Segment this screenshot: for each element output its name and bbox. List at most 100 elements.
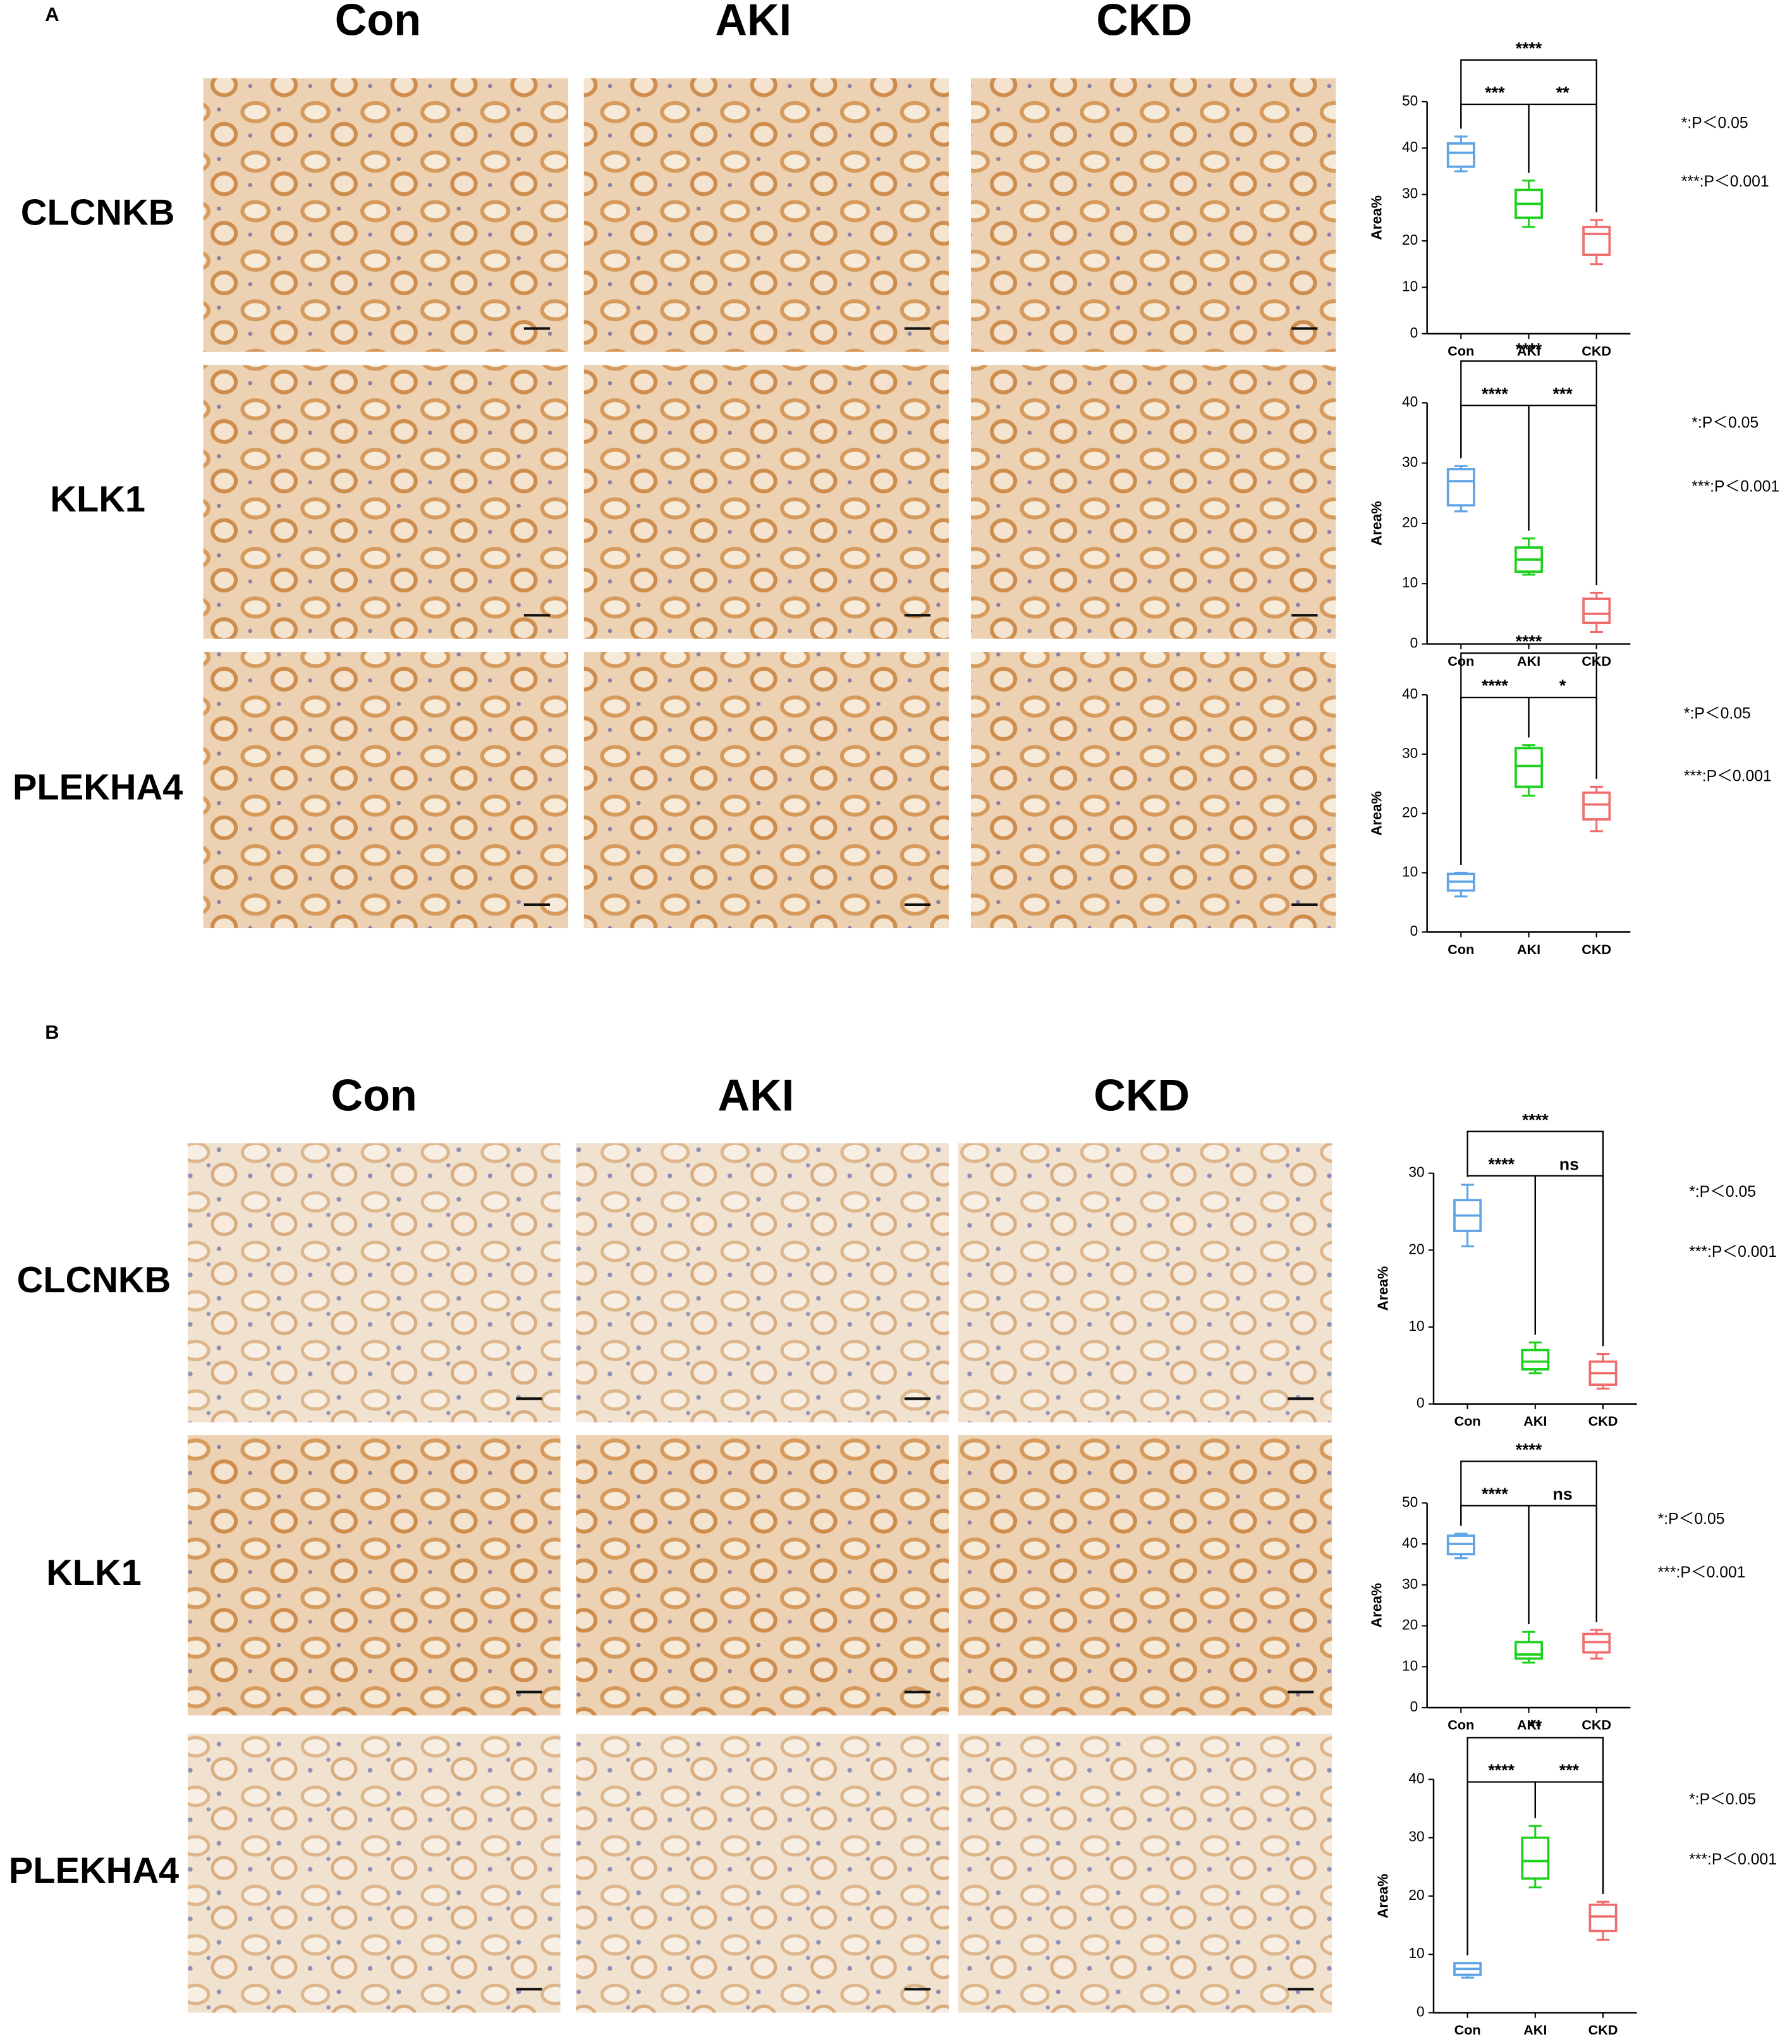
- micrograph: [187, 1435, 561, 1716]
- y-axis-label: Area%: [1368, 791, 1384, 836]
- y-tick-label: 20: [1402, 231, 1418, 248]
- p-value-note: *:P＜0.05: [1658, 1511, 1725, 1528]
- micrograph: [971, 651, 1336, 929]
- micrograph: [203, 365, 568, 639]
- x-tick-label: AKI: [1517, 653, 1540, 669]
- p-value-note: ***:P＜0.001: [1689, 1244, 1777, 1261]
- micrograph: [576, 1435, 949, 1716]
- column-header: Con: [331, 1071, 417, 1120]
- x-tick-label: Con: [1448, 941, 1474, 957]
- y-tick-label: 20: [1402, 804, 1418, 821]
- y-tick-label: 40: [1402, 138, 1418, 155]
- significance-bracket: [1528, 103, 1597, 212]
- p-value-note: *:P＜0.05: [1684, 705, 1751, 722]
- x-tick-label: CKD: [1582, 1717, 1611, 1733]
- box: [1582, 597, 1611, 625]
- x-tick-label: CKD: [1582, 941, 1611, 957]
- y-tick-label: 10: [1402, 278, 1418, 294]
- y-tick-label: 20: [1402, 1617, 1418, 1633]
- significance-label: **: [1528, 1717, 1542, 1735]
- significance-label: ****: [1482, 676, 1508, 695]
- significance-label: ****: [1488, 1761, 1515, 1780]
- significance-label: *: [1559, 676, 1566, 695]
- p-value-note: *:P＜0.05: [1689, 1184, 1756, 1201]
- box: [1521, 1836, 1550, 1880]
- x-tick-label: AKI: [1523, 1413, 1547, 1429]
- column-header: AKI: [715, 0, 791, 45]
- p-value-note: ***:P＜0.001: [1689, 1851, 1777, 1868]
- box: [1515, 747, 1543, 788]
- box: [1446, 468, 1475, 507]
- significance-label: ****: [1516, 39, 1542, 58]
- y-tick-label: 40: [1408, 1770, 1424, 1786]
- box: [1521, 1349, 1550, 1371]
- y-axis-label: Area%: [1375, 1266, 1391, 1311]
- y-tick-label: 50: [1402, 1493, 1418, 1510]
- significance-label: ****: [1488, 1154, 1515, 1173]
- p-value-note: *:P＜0.05: [1681, 114, 1748, 132]
- y-tick-label: 30: [1402, 185, 1418, 202]
- x-tick-label: AKI: [1517, 1717, 1540, 1733]
- y-tick-label: 40: [1402, 685, 1418, 702]
- micrograph: [958, 1734, 1332, 2013]
- x-tick-label: CKD: [1582, 343, 1611, 358]
- micrograph: [576, 1143, 949, 1423]
- micrograph: [203, 651, 568, 929]
- significance-label: ****: [1522, 1110, 1549, 1129]
- significance-label: ***: [1552, 384, 1573, 403]
- row-label: PLEKHA4: [13, 768, 183, 808]
- significance-bracket: [1528, 405, 1597, 585]
- row-label: KLK1: [46, 1553, 142, 1593]
- box: [1582, 226, 1611, 256]
- y-tick-label: 30: [1402, 453, 1418, 470]
- micrograph: [583, 651, 949, 929]
- significance-label: ****: [1482, 1484, 1508, 1503]
- micrograph: [576, 1734, 949, 2013]
- significance-label: ****: [1482, 384, 1508, 403]
- y-tick-label: 40: [1402, 1534, 1418, 1551]
- y-tick-label: 20: [1408, 1887, 1424, 1903]
- panel-label: B: [45, 1021, 59, 1043]
- significance-label: ****: [1516, 632, 1542, 651]
- x-tick-label: AKI: [1523, 2022, 1547, 2038]
- p-value-note: *:P＜0.05: [1691, 415, 1758, 432]
- significance-label: **: [1556, 83, 1570, 102]
- y-tick-label: 0: [1410, 635, 1418, 651]
- y-tick-label: 10: [1402, 863, 1418, 879]
- p-value-note: *:P＜0.05: [1689, 1791, 1756, 1808]
- row-label: PLEKHA4: [9, 1851, 179, 1891]
- significance-label: ns: [1552, 1484, 1572, 1503]
- p-value-note: ***:P＜0.001: [1658, 1564, 1746, 1581]
- y-tick-label: 0: [1417, 1395, 1425, 1411]
- box: [1582, 791, 1611, 821]
- y-tick-label: 10: [1402, 1657, 1418, 1674]
- significance-bracket: [1460, 1505, 1530, 1624]
- panel-label: A: [45, 3, 59, 25]
- micrograph: [203, 78, 568, 352]
- significance-label: ****: [1516, 340, 1542, 359]
- y-tick-label: 0: [1410, 1698, 1418, 1715]
- row-label: KLK1: [50, 479, 145, 520]
- micrograph: [583, 365, 949, 639]
- x-tick-label: Con: [1454, 1413, 1481, 1429]
- y-tick-label: 10: [1408, 1945, 1424, 1961]
- significance-bracket: [1534, 1175, 1604, 1347]
- column-header: AKI: [717, 1071, 794, 1120]
- y-tick-label: 0: [1410, 922, 1418, 939]
- row-label: CLCNKB: [17, 1260, 171, 1300]
- significance-label: ***: [1559, 1761, 1580, 1780]
- p-value-note: ***:P＜0.001: [1684, 768, 1772, 785]
- x-tick-label: AKI: [1517, 343, 1540, 358]
- significance-label: ns: [1559, 1154, 1579, 1173]
- y-axis-label: Area%: [1368, 501, 1384, 546]
- x-tick-label: Con: [1448, 343, 1474, 358]
- p-value-note: ***:P＜0.001: [1681, 173, 1769, 190]
- y-tick-label: 30: [1408, 1164, 1424, 1180]
- significance-bracket: [1528, 1505, 1597, 1624]
- y-tick-label: 10: [1402, 574, 1418, 591]
- box: [1588, 1903, 1618, 1933]
- micrograph: [187, 1143, 561, 1423]
- y-tick-label: 50: [1402, 92, 1418, 109]
